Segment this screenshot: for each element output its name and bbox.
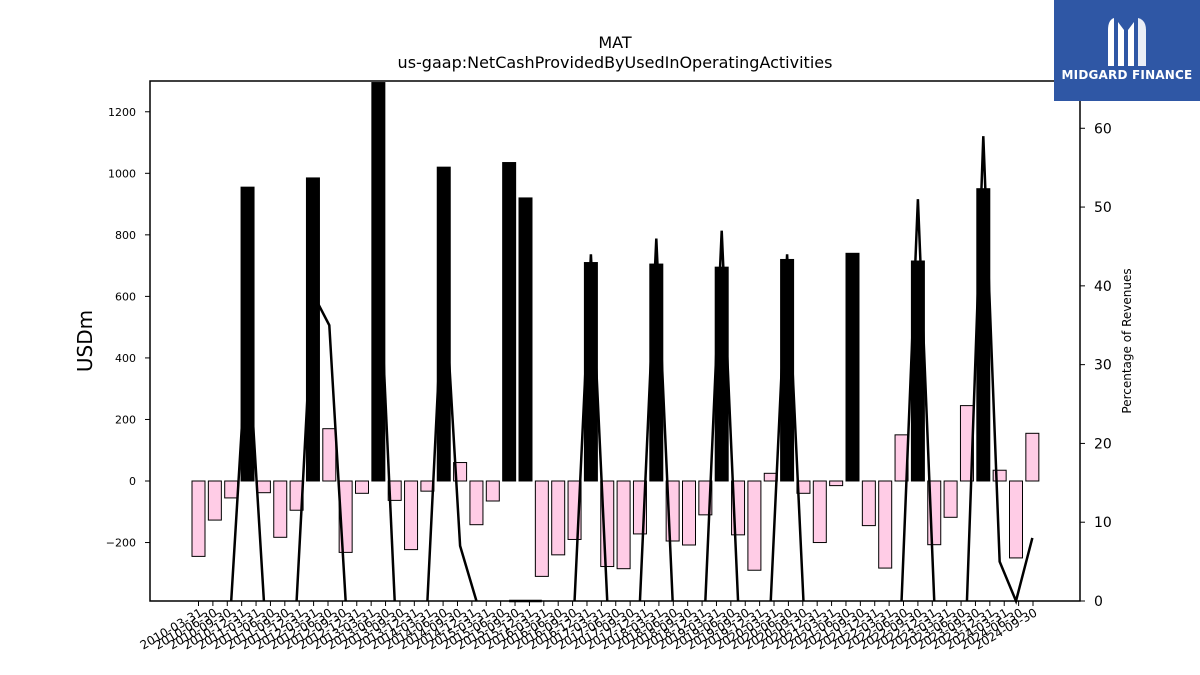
y2-tick-label: 40 — [1094, 279, 1112, 295]
series-line — [704, 230, 740, 602]
bar — [371, 82, 386, 482]
y2-tick-label: 50 — [1094, 200, 1112, 216]
brand-name: MIDGARD FINANCE — [1061, 68, 1193, 82]
bar — [1025, 432, 1040, 482]
series-line — [900, 199, 936, 602]
bar — [1009, 480, 1023, 559]
y2-tick-label: 20 — [1094, 436, 1112, 452]
bar — [273, 480, 288, 538]
y-axis-label: USDm — [73, 310, 97, 372]
bar — [485, 480, 500, 502]
bar — [436, 166, 451, 482]
y2-tick-label: 0 — [1094, 594, 1103, 610]
y-tick-label: 0 — [129, 475, 136, 488]
plot-frame — [149, 80, 1081, 602]
bar — [812, 480, 827, 544]
bar — [845, 252, 860, 482]
bar — [191, 480, 206, 557]
bar — [943, 480, 958, 518]
series-line — [229, 333, 266, 602]
bar — [747, 480, 762, 571]
bar — [534, 480, 549, 577]
bar — [616, 480, 631, 570]
bar — [322, 428, 337, 482]
y2-tick-label: 10 — [1094, 515, 1112, 531]
y2-axis-label: Percentage of Revenues — [1120, 268, 1134, 413]
bar — [649, 263, 664, 482]
bar — [682, 480, 696, 546]
bar — [207, 480, 222, 521]
brand-logo: MIDGARD FINANCE — [1054, 0, 1200, 101]
series-line — [769, 254, 805, 602]
bar — [551, 480, 566, 556]
bar — [305, 177, 320, 482]
y2-tick-label: 60 — [1094, 121, 1112, 137]
bar — [714, 266, 729, 482]
series-line — [573, 254, 609, 602]
brand-logo-icon — [1108, 18, 1146, 66]
chart-subtitle: us-gaap:NetCashProvidedByUsedInOperating… — [398, 53, 833, 72]
series-line — [377, 246, 396, 602]
bar — [518, 197, 533, 482]
y-tick-label: 200 — [115, 413, 136, 426]
y-tick-label: 400 — [115, 352, 136, 365]
y-tick-label: 1200 — [108, 106, 136, 119]
y-tick-label: 800 — [115, 229, 136, 242]
series-line — [965, 136, 1034, 605]
bar — [861, 480, 876, 527]
bar — [404, 480, 419, 551]
bar — [878, 480, 893, 569]
bar — [502, 162, 517, 482]
y-tick-label: 600 — [115, 290, 136, 303]
bar — [355, 480, 369, 494]
series-line — [426, 270, 478, 602]
y-tick-label: −200 — [106, 537, 136, 550]
bar — [992, 469, 1007, 482]
series-line — [295, 289, 347, 602]
series-line — [638, 238, 674, 602]
axes-group: −200020040060080010001200010203040506020… — [106, 80, 1112, 652]
bar — [469, 480, 484, 526]
y-tick-label: 1000 — [108, 167, 136, 180]
y2-tick-label: 30 — [1094, 358, 1112, 374]
bar — [387, 480, 402, 501]
bar — [829, 480, 844, 487]
bar — [224, 480, 239, 499]
bar — [256, 480, 271, 494]
line-group — [229, 136, 1034, 605]
chart-title: MAT — [598, 33, 632, 52]
